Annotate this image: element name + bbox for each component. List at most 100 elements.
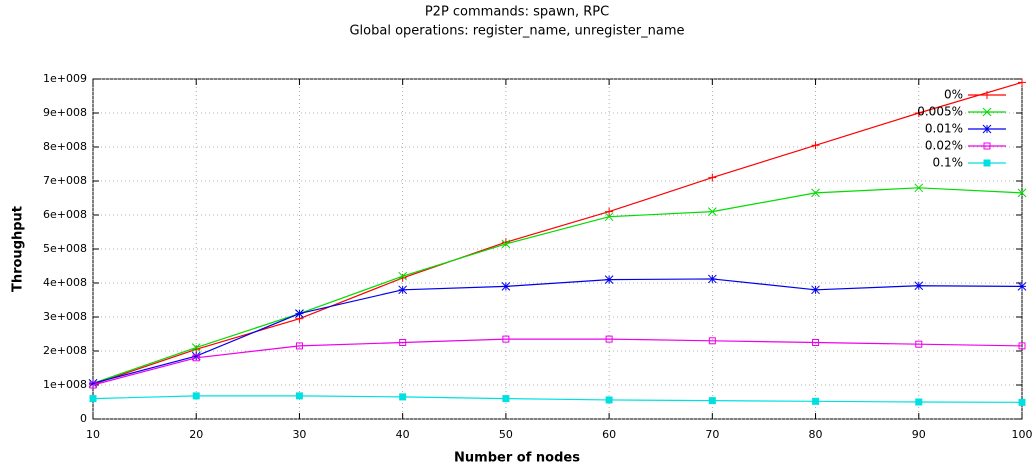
- y-tick-label: 9e+008: [43, 106, 87, 119]
- marker-box: [915, 340, 923, 348]
- y-tick-label: 8e+008: [43, 140, 87, 153]
- series-line: [92, 338, 1023, 386]
- legend-label: 0.005%: [917, 105, 963, 119]
- x-tick-label: 40: [396, 428, 410, 441]
- point-marker: [708, 397, 716, 405]
- marker-box: [605, 335, 613, 343]
- marker-stroke: [398, 285, 408, 295]
- point-marker: [501, 239, 511, 249]
- y-axis-label: Throughput: [11, 206, 26, 292]
- marker-stroke: [811, 285, 820, 295]
- x-tick-label: 90: [912, 428, 926, 441]
- point-marker: [707, 274, 717, 284]
- marker-stroke: [501, 282, 511, 291]
- series-line: [92, 278, 1023, 384]
- point-marker: [605, 335, 613, 343]
- point-marker: [914, 183, 924, 193]
- series-line: [92, 187, 1023, 384]
- series-line: [92, 81, 1023, 385]
- legend-label: 0.01%: [925, 122, 963, 136]
- marker-box: [295, 392, 303, 400]
- marker-box: [502, 395, 510, 403]
- point-marker: [501, 282, 511, 291]
- y-tick-label: 6e+008: [43, 208, 87, 221]
- marker-box: [1018, 342, 1026, 350]
- point-marker: [1017, 282, 1027, 291]
- point-marker: [295, 309, 304, 318]
- marker-box: [89, 381, 97, 389]
- marker-box: [915, 398, 923, 406]
- x-tick-label: 50: [499, 428, 513, 441]
- x-tick-label: 30: [292, 428, 306, 441]
- chart-title: P2P commands: spawn, RPC: [425, 5, 609, 20]
- marker-stroke: [707, 274, 717, 284]
- x-tick-label: 60: [602, 428, 616, 441]
- point-marker: [399, 393, 407, 401]
- legend-label: 0.02%: [925, 139, 963, 153]
- marker-stroke: [811, 188, 820, 198]
- point-marker: [1018, 398, 1026, 406]
- y-tick-label: 3e+008: [43, 310, 87, 323]
- x-tick-label: 80: [809, 428, 823, 441]
- point-marker: [192, 354, 200, 362]
- point-marker: [192, 392, 200, 400]
- point-marker: [812, 397, 820, 405]
- point-marker: [191, 343, 201, 352]
- point-marker: [708, 337, 716, 345]
- y-tick-label: 1e+008: [43, 378, 87, 391]
- point-marker: [915, 398, 923, 406]
- point-marker: [399, 339, 407, 346]
- legend-marker: [983, 91, 991, 99]
- series-line: [92, 395, 1023, 403]
- marker-stroke: [1017, 282, 1027, 291]
- point-marker: [502, 395, 510, 403]
- marker-stroke: [914, 183, 924, 193]
- point-marker: [707, 207, 717, 216]
- marker-box: [192, 354, 200, 362]
- x-axis-label: Number of nodes: [454, 451, 580, 466]
- point-marker: [502, 335, 510, 343]
- x-tick-label: 100: [1012, 428, 1033, 441]
- point-marker: [708, 173, 717, 182]
- legend-marker: [983, 159, 991, 167]
- legend-marker: [983, 142, 991, 150]
- marker-stroke: [914, 281, 924, 291]
- marker-stroke: [501, 239, 511, 249]
- point-marker: [1018, 342, 1026, 350]
- marker-box: [983, 159, 991, 167]
- point-marker: [604, 275, 614, 284]
- marker-box: [295, 342, 303, 350]
- y-tick-label: 1e+009: [43, 72, 87, 85]
- point-marker: [1018, 78, 1026, 87]
- marker-box: [1018, 398, 1026, 406]
- y-tick-label: 5e+008: [43, 242, 87, 255]
- marker-stroke: [982, 124, 992, 134]
- x-tick-label: 10: [86, 428, 100, 441]
- y-tick-label: 2e+008: [43, 344, 87, 357]
- y-tick-label: 4e+008: [43, 276, 87, 289]
- legend-label: 0%: [944, 88, 963, 102]
- marker-box: [812, 397, 820, 405]
- point-marker: [89, 395, 97, 403]
- marker-box: [605, 396, 613, 404]
- point-marker: [605, 396, 613, 404]
- chart-subtitle: Global operations: register_name, unregi…: [349, 24, 684, 39]
- marker-box: [192, 392, 200, 400]
- marker-stroke: [707, 207, 717, 216]
- legend-label: 0.1%: [933, 156, 964, 170]
- marker-box: [708, 397, 716, 405]
- marker-box: [399, 339, 407, 346]
- legend-marker: [982, 107, 992, 117]
- point-marker: [398, 271, 408, 281]
- marker-stroke: [398, 271, 408, 281]
- point-marker: [812, 339, 820, 346]
- marker-box: [89, 395, 97, 403]
- marker-box: [502, 335, 510, 343]
- point-marker: [398, 273, 407, 282]
- marker-stroke: [1017, 188, 1027, 198]
- point-marker: [1017, 188, 1027, 198]
- point-marker: [604, 212, 614, 222]
- y-tick-label: 7e+008: [43, 174, 87, 187]
- point-marker: [811, 141, 820, 150]
